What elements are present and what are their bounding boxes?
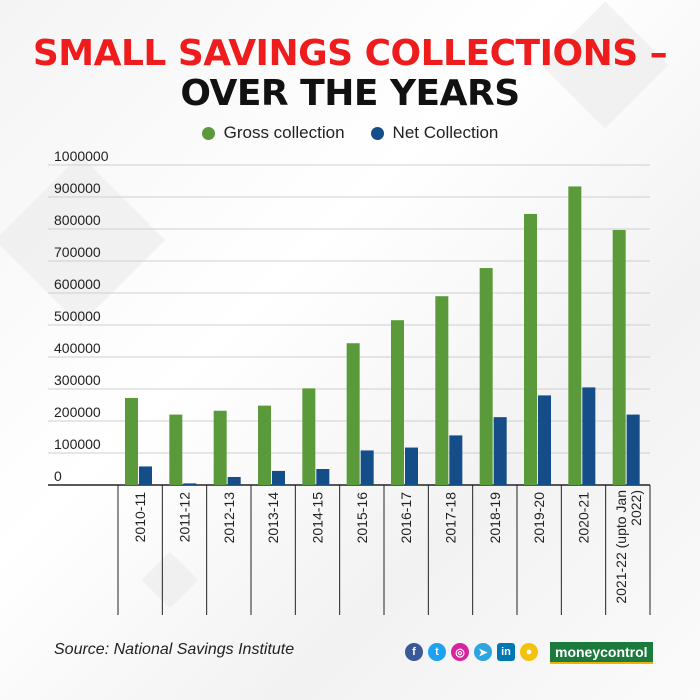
x-tick-label: 2012-13 [221, 492, 237, 544]
bar-net [316, 469, 330, 485]
bar-gross [568, 186, 582, 485]
bar-gross [612, 229, 626, 485]
y-tick-label: 400000 [54, 340, 101, 356]
x-tick-label: 2020-21 [576, 492, 592, 544]
legend-label-gross: Gross collection [223, 123, 345, 142]
y-tick-label: 800000 [54, 212, 101, 228]
x-tick-label: 2016-17 [398, 492, 414, 544]
bar-gross [258, 405, 271, 485]
bar-gross [479, 268, 493, 485]
bar-net [139, 466, 152, 485]
x-tick-label: 2014-15 [310, 492, 326, 544]
x-tick-label: 2022) [628, 490, 644, 526]
x-tick-label: 2017-18 [443, 492, 459, 544]
legend-swatch-net [370, 126, 384, 140]
instagram-icon[interactable]: ◎ [451, 643, 469, 661]
x-tick-label: 2015-16 [354, 492, 370, 544]
y-tick-label: 300000 [54, 372, 101, 388]
legend-label-net: Net Collection [392, 123, 499, 142]
x-tick-label: 2011-12 [177, 492, 193, 543]
bar-gross [213, 410, 227, 485]
x-tick-label: 2021-22 (upto Jan [613, 490, 629, 604]
x-tick-label: 2019-20 [531, 492, 547, 544]
chart-title-line2: OVER THE YEARS [180, 73, 520, 114]
facebook-icon[interactable]: f [405, 643, 423, 661]
bar-gross [302, 388, 316, 485]
bar-net [538, 395, 551, 485]
bar-gross [524, 213, 537, 485]
bar-gross [125, 397, 138, 485]
y-tick-label: 200000 [54, 404, 101, 420]
y-tick-label: 100000 [54, 436, 101, 452]
y-tick-label: 0 [54, 468, 62, 484]
x-tick-label: 2013-14 [265, 492, 281, 544]
bar-net [183, 483, 197, 485]
bar-gross [346, 343, 360, 485]
x-tick-label: 2010-11 [132, 492, 148, 543]
bar-net [493, 417, 507, 485]
chart-title: SMALL SAVINGS COLLECTIONS – OVER THE YEA… [0, 34, 700, 114]
moneycontrol-logo[interactable]: moneycontrol [550, 642, 653, 664]
y-tick-label: 1000000 [54, 148, 109, 164]
social-icons: f t ◎ ➤ in ● [405, 643, 538, 661]
chart-legend: Gross collection Net Collection [0, 123, 700, 143]
telegram-icon[interactable]: ➤ [474, 643, 492, 661]
bar-gross [391, 320, 404, 485]
legend-item-gross: Gross collection [201, 123, 345, 143]
chart-title-line1: SMALL SAVINGS COLLECTIONS – [32, 33, 668, 74]
bar-net [360, 450, 374, 485]
twitter-icon[interactable]: t [428, 643, 446, 661]
x-tick-label: 2018-19 [487, 492, 503, 544]
koo-icon[interactable]: ● [520, 643, 538, 661]
bar-net [405, 447, 418, 485]
bar-net [272, 470, 285, 485]
bar-gross [435, 296, 449, 485]
linkedin-icon[interactable]: in [497, 643, 515, 661]
bar-net [626, 414, 640, 485]
y-tick-label: 900000 [54, 180, 101, 196]
legend-swatch-gross [201, 126, 215, 140]
bar-net [449, 435, 463, 485]
legend-item-net: Net Collection [370, 123, 499, 143]
y-tick-label: 700000 [54, 244, 101, 260]
bar-net [582, 387, 596, 485]
source-note: Source: National Savings Institute [54, 641, 295, 658]
y-tick-label: 600000 [54, 276, 101, 292]
bar-gross [169, 414, 183, 485]
y-tick-label: 500000 [54, 308, 101, 324]
bar-net [227, 477, 241, 485]
